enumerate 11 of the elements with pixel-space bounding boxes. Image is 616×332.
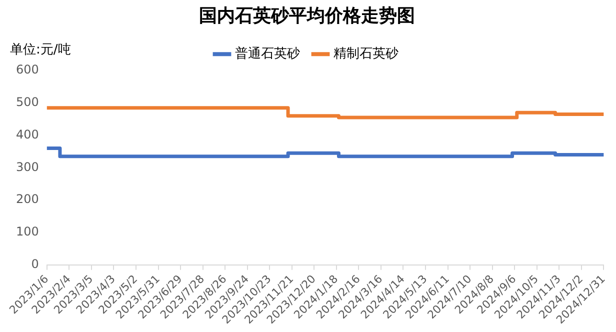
y-tick-label: 200	[16, 192, 39, 206]
y-axis-title: 单位:元/吨	[10, 42, 71, 58]
y-tick-label: 300	[16, 160, 39, 174]
y-tick-label: 500	[16, 95, 39, 110]
y-tick-label: 0	[31, 256, 39, 271]
legend-label: 精制石英砂	[334, 46, 398, 62]
y-tick-label: 400	[16, 127, 39, 142]
legend-label: 普通石英砂	[235, 45, 300, 62]
y-tick-label: 600	[16, 62, 39, 77]
y-tick-label: 100	[16, 224, 39, 239]
chart-title: 国内石英砂平均价格走势图	[199, 5, 415, 26]
